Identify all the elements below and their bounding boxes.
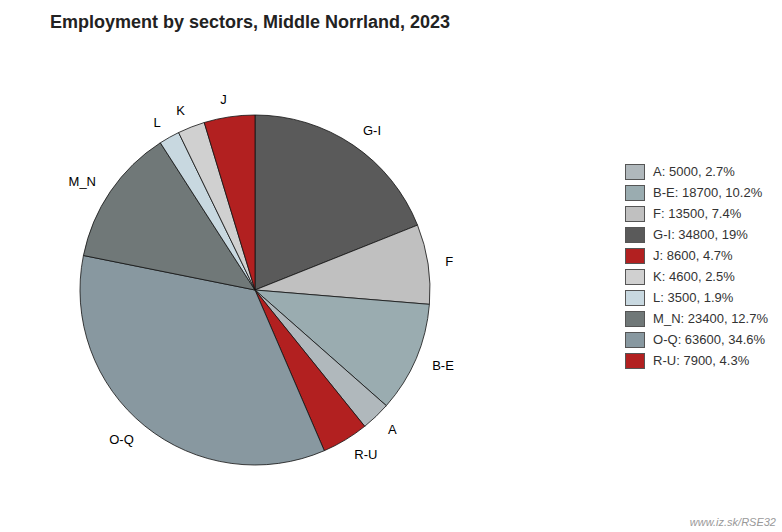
html-text:Employment by sectors, Middle: Employment by sectors, Middle Norrland, … <box>49 12 451 32</box>
html-text:www.iz.sk/RSE32: www.iz.sk/RSE32 <box>689 516 776 528</box>
svg-text:A: A <box>388 422 397 437</box>
svg-text:L: L <box>154 115 161 130</box>
html-text:R-U: 7900, 4.3%: R-U: 7900, 4.3% <box>653 353 750 368</box>
svg-text:F: F <box>445 254 453 269</box>
svg-text:K: K <box>176 103 185 118</box>
svg-text:G-I: G-I <box>363 123 381 138</box>
html-text:B-E: 18700, 10.2%: B-E: 18700, 10.2% <box>653 185 763 200</box>
svg-text:R-U: R-U <box>354 447 377 462</box>
html-text:L: 3500, 1.9%: L: 3500, 1.9% <box>653 290 734 305</box>
html-text:K: 4600, 2.5%: K: 4600, 2.5% <box>653 269 735 284</box>
html-text:M_N: 23400, 12.7%: M_N: 23400, 12.7% <box>653 311 768 326</box>
svg-text:B-E: B-E <box>432 358 454 373</box>
html-text:O-Q: 63600, 34.6%: O-Q: 63600, 34.6% <box>653 332 766 347</box>
svg-text:O-Q: O-Q <box>109 432 134 447</box>
html-text:F: 13500, 7.4%: F: 13500, 7.4% <box>653 206 742 221</box>
html-text:J: 8600, 4.7%: J: 8600, 4.7% <box>653 248 733 263</box>
svg-text:J: J <box>220 92 227 107</box>
svg-text:M_N: M_N <box>69 174 96 189</box>
html-text:A: 5000, 2.7%: A: 5000, 2.7% <box>653 164 735 179</box>
html-text:G-I: 34800, 19%: G-I: 34800, 19% <box>653 227 748 242</box>
